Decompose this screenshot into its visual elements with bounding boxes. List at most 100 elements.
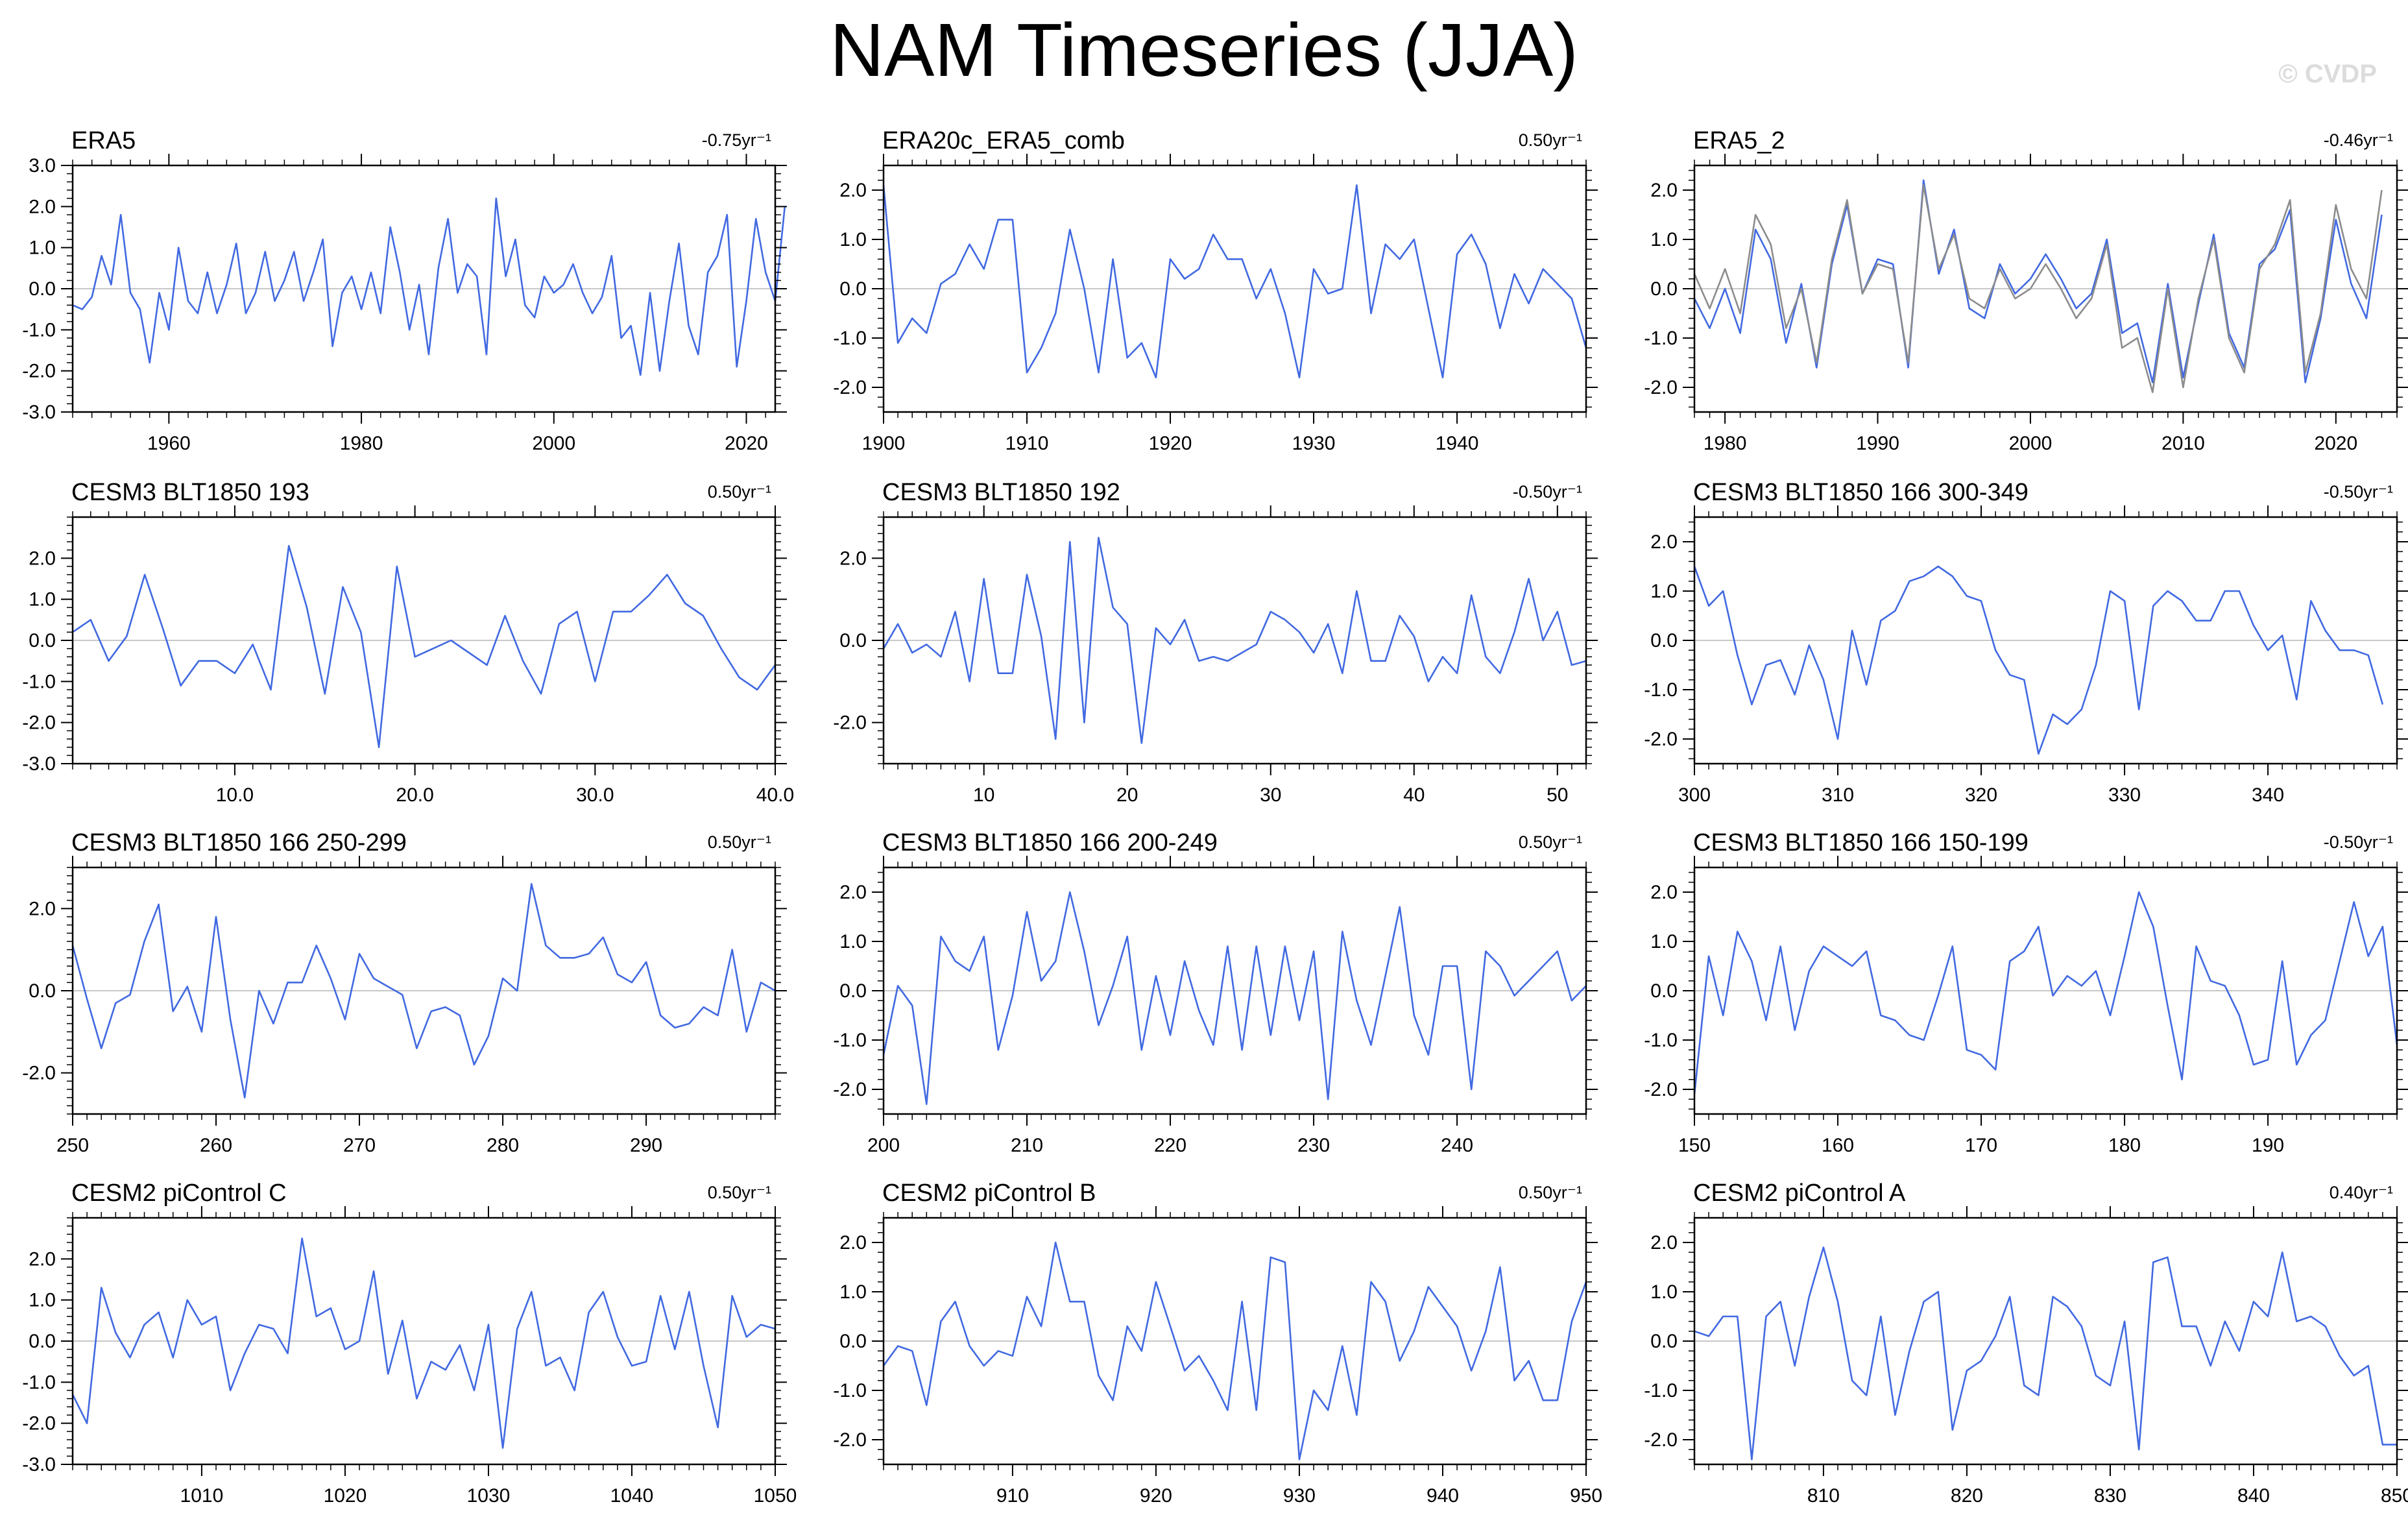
x-tick-label: 260 (200, 1135, 232, 1156)
x-tick-label: 810 (1807, 1485, 1840, 1507)
y-tick-label: -1.0 (833, 328, 867, 349)
y-tick-label: -1.0 (22, 319, 56, 341)
y-tick-label: -2.0 (22, 1413, 56, 1435)
x-tick-label: 40 (1403, 784, 1425, 806)
x-tick-label: 320 (1965, 784, 1997, 806)
y-tick-label: -2.0 (833, 377, 867, 398)
panel-7: CESM3 BLT1850 166 250-299 0.50yr⁻¹ -2.0 0.0… (22, 829, 787, 1156)
x-tick-label: 2000 (2009, 433, 2053, 454)
y-tick-label: -1.0 (833, 1380, 867, 1401)
y-tick-label: 0.0 (29, 278, 56, 300)
y-tick-label: -2.0 (833, 1079, 867, 1100)
y-tick-label: 0.0 (839, 278, 867, 300)
x-tick-label: 190 (2252, 1135, 2284, 1156)
y-tick-label: -2.0 (1644, 1079, 1678, 1100)
x-tick-label: 940 (1427, 1485, 1459, 1507)
panel-title: CESM2 piControl C (71, 1180, 287, 1207)
y-tick-label: 0.0 (29, 630, 56, 651)
y-tick-label: 0.0 (839, 980, 867, 1002)
panel-title: ERA20c_ERA5_comb (882, 127, 1125, 154)
y-tick-label: -3.0 (22, 1454, 56, 1475)
series-line (72, 197, 786, 376)
trend-label: 0.50yr⁻¹ (708, 482, 771, 502)
panel-title: ERA5_2 (1693, 127, 1785, 154)
x-tick-label: 850 (2381, 1485, 2408, 1507)
y-tick-label: 2.0 (1650, 882, 1678, 903)
x-tick-label: 950 (1570, 1485, 1602, 1507)
series-line-secondary (1693, 184, 2383, 393)
y-tick-label: 1.0 (1650, 229, 1678, 250)
panel-title: CESM2 piControl A (1693, 1180, 1906, 1207)
x-tick-label: 1980 (1704, 433, 1747, 454)
y-tick-label: 2.0 (839, 1232, 867, 1254)
x-tick-label: 1960 (147, 433, 191, 454)
series-line (1693, 179, 2383, 383)
y-tick-label: 2.0 (1650, 531, 1678, 553)
x-tick-label: 1030 (467, 1485, 511, 1507)
x-tick-label: 330 (2108, 784, 2141, 806)
y-tick-label: 0.0 (1650, 1331, 1678, 1352)
x-tick-label: 2000 (532, 433, 575, 454)
panel-6: CESM3 BLT1850 166 300-349 -0.50yr⁻¹ -2.0 -1… (1644, 479, 2408, 806)
panel-5: CESM3 BLT1850 192 -0.50yr⁻¹ -2.0 0.0 2.0 10 20… (833, 479, 1598, 806)
y-tick-label: 1.0 (839, 931, 867, 952)
panel-2: ERA20c_ERA5_comb 0.50yr⁻¹ -2.0 -1.0 0.0 1.0 2.… (833, 127, 1598, 454)
x-tick-label: 2010 (2161, 433, 2205, 454)
series-line (882, 891, 1587, 1106)
y-tick-label: 2.0 (29, 548, 56, 569)
y-tick-label: -1.0 (22, 671, 56, 692)
y-tick-label: 0.0 (1650, 630, 1678, 651)
y-tick-label: 2.0 (1650, 180, 1678, 201)
series-line (882, 537, 1587, 744)
y-tick-label: 0.0 (839, 630, 867, 651)
panel-title: CESM3 BLT1850 192 (882, 479, 1120, 506)
x-tick-label: 30 (1260, 784, 1281, 806)
x-tick-label: 1900 (862, 433, 906, 454)
trend-label: -0.50yr⁻¹ (2324, 482, 2393, 502)
x-tick-label: 10 (973, 784, 994, 806)
x-tick-label: 1990 (1856, 433, 1899, 454)
x-tick-label: 40.0 (756, 784, 794, 806)
x-tick-label: 1050 (754, 1485, 797, 1507)
x-tick-label: 1920 (1149, 433, 1192, 454)
x-tick-label: 1010 (180, 1485, 224, 1507)
y-tick-label: 0.0 (839, 1331, 867, 1352)
x-tick-label: 340 (2252, 784, 2284, 806)
series-line (72, 544, 777, 748)
y-tick-label: -2.0 (1644, 729, 1678, 750)
x-tick-label: 230 (1297, 1135, 1330, 1156)
x-tick-label: 840 (2237, 1485, 2270, 1507)
y-tick-label: -2.0 (22, 361, 56, 382)
x-tick-label: 1040 (610, 1485, 654, 1507)
y-tick-label: 0.0 (1650, 980, 1678, 1002)
panel-8: CESM3 BLT1850 166 200-249 0.50yr⁻¹ -2.0 -1.… (833, 829, 1598, 1156)
x-tick-label: 2020 (725, 433, 768, 454)
series-line (1693, 565, 2384, 755)
x-tick-label: 2020 (2314, 433, 2357, 454)
x-tick-label: 930 (1283, 1485, 1316, 1507)
x-tick-label: 270 (343, 1135, 376, 1156)
y-tick-label: -2.0 (833, 1429, 867, 1451)
y-tick-label: 2.0 (29, 1248, 56, 1270)
x-tick-label: 1980 (340, 433, 383, 454)
x-tick-label: 30.0 (576, 784, 614, 806)
y-tick-label: 1.0 (1650, 581, 1678, 602)
y-tick-label: 2.0 (1650, 1232, 1678, 1254)
y-tick-label: 1.0 (839, 1281, 867, 1303)
panel-11: CESM2 piControl B 0.50yr⁻¹ -2.0 -1.0 0.0 1.0 2… (833, 1180, 1602, 1507)
panel-9: CESM3 BLT1850 166 150-199 -0.50yr⁻¹ -2.0 -1… (1644, 829, 2408, 1156)
panel-title: CESM3 BLT1850 166 150-199 (1693, 829, 2029, 856)
series-line (1693, 891, 2398, 1095)
y-tick-label: 2.0 (839, 180, 867, 201)
trend-label: 0.50yr⁻¹ (1519, 1183, 1582, 1202)
panel-title: ERA5 (71, 127, 136, 154)
y-tick-label: -1.0 (1644, 1380, 1678, 1401)
y-tick-label: -2.0 (22, 712, 56, 734)
trend-label: 0.50yr⁻¹ (1519, 832, 1582, 852)
x-tick-label: 210 (1011, 1135, 1043, 1156)
series-line (71, 883, 776, 1098)
y-tick-label: -3.0 (22, 402, 56, 423)
y-tick-label: 1.0 (1650, 1281, 1678, 1303)
x-tick-label: 1020 (324, 1485, 367, 1507)
